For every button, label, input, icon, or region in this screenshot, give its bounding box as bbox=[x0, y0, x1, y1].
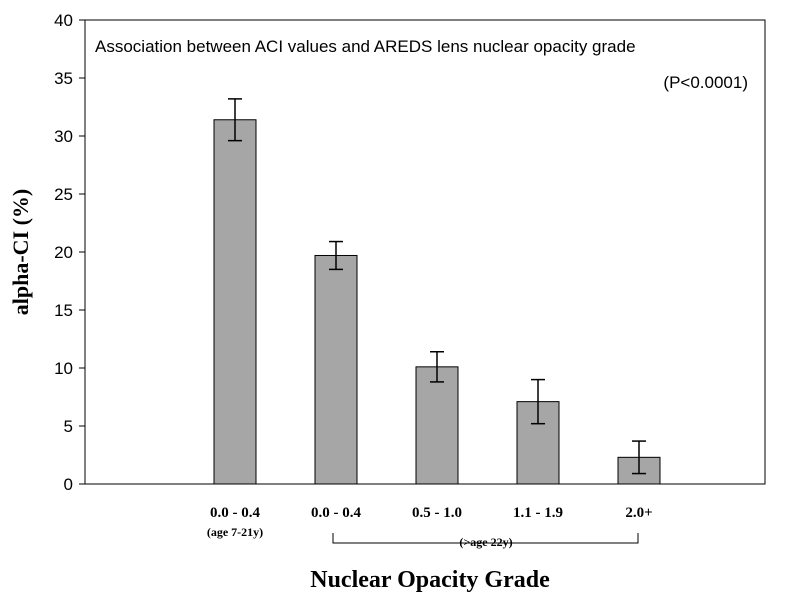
y-tick-label: 15 bbox=[54, 301, 73, 320]
y-axis-ticks: 0 5 10 15 20 25 30 35 40 bbox=[54, 11, 85, 494]
bars-group bbox=[213, 98, 661, 485]
bar bbox=[213, 119, 257, 485]
p-value-annotation: (P<0.0001) bbox=[663, 73, 748, 92]
y-tick-label: 40 bbox=[54, 11, 73, 30]
bar bbox=[415, 366, 459, 485]
first-group-note: (age 7-21y) bbox=[207, 525, 263, 539]
x-axis-tick-labels: 0.0 - 0.4 0.0 - 0.4 0.5 - 1.0 1.1 - 1.9 2.0+ bbox=[210, 505, 653, 521]
y-tick-label: 10 bbox=[54, 359, 73, 378]
y-tick-label: 25 bbox=[54, 185, 73, 204]
group-bracket bbox=[332, 533, 639, 544]
y-tick-label: 20 bbox=[54, 243, 73, 262]
chart-title: Association between ACI values and AREDS… bbox=[95, 37, 636, 56]
x-axis-title: Nuclear Opacity Grade bbox=[310, 567, 550, 593]
y-axis-title: alpha-CI (%) bbox=[8, 189, 33, 316]
y-tick-label: 0 bbox=[64, 475, 73, 494]
x-tick-label: 1.1 - 1.9 bbox=[513, 505, 563, 521]
x-tick-label: 2.0+ bbox=[625, 505, 652, 521]
y-tick-label: 30 bbox=[54, 127, 73, 146]
x-tick-label: 0.0 - 0.4 bbox=[210, 505, 260, 521]
bar bbox=[314, 254, 358, 485]
y-tick-label: 35 bbox=[54, 69, 73, 88]
x-tick-label: 0.5 - 1.0 bbox=[412, 505, 462, 521]
bracket-group-note: (>age 22y) bbox=[459, 535, 512, 549]
y-tick-label: 5 bbox=[64, 417, 73, 436]
x-tick-label: 0.0 - 0.4 bbox=[311, 505, 361, 521]
